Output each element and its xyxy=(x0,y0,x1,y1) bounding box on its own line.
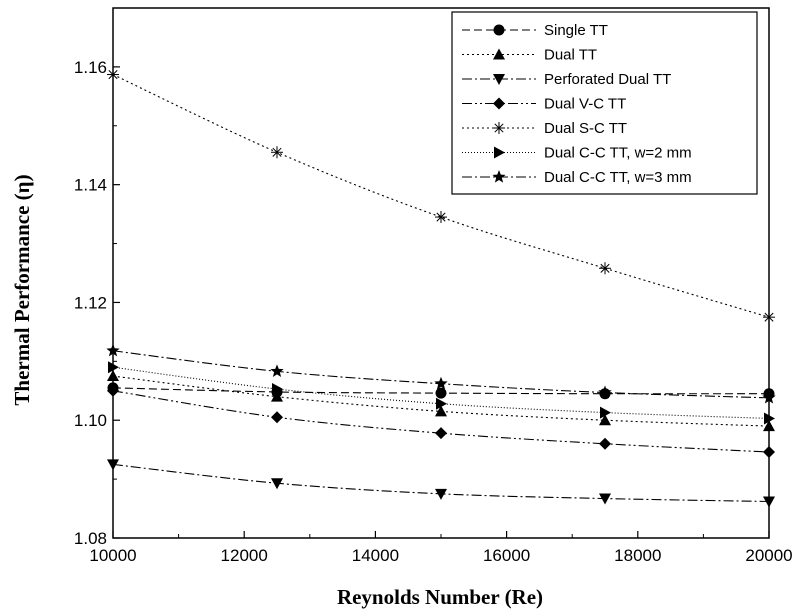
legend-item: Dual V-C TT xyxy=(462,96,626,113)
x-tick-label: 20000 xyxy=(745,546,792,565)
data-point xyxy=(763,311,775,324)
legend-marker xyxy=(493,74,505,85)
data-point xyxy=(763,446,775,459)
legend-item: Perforated Dual TT xyxy=(462,71,671,88)
series-5 xyxy=(107,68,775,324)
data-point xyxy=(764,412,775,425)
legend-label: Dual C-C TT, w=2 mm xyxy=(544,145,692,162)
legend-label: Perforated Dual TT xyxy=(544,71,671,88)
legend-item: Dual TT xyxy=(462,47,597,64)
x-axis: 10000 12000 14000 16000 18000 20000 xyxy=(89,531,793,565)
x-tick-label: 10000 xyxy=(89,546,136,565)
legend: Single TT Dual TT Perforated Dual TT Dual V… xyxy=(451,11,758,195)
series-line xyxy=(112,390,770,453)
y-tick-label: 1.08 xyxy=(74,529,107,548)
data-point xyxy=(108,361,119,374)
y-tick-label: 1.14 xyxy=(74,176,107,195)
data-point xyxy=(106,343,120,357)
y-tick-label: 1.12 xyxy=(74,293,107,312)
data-point xyxy=(763,420,775,432)
series-7 xyxy=(106,343,776,404)
data-point xyxy=(763,496,775,508)
legend-label: Dual V-C TT xyxy=(544,96,626,113)
y-axis: 1.08 1.10 1.12 1.14 1.16 xyxy=(74,7,120,548)
x-tick-label: 16000 xyxy=(483,546,530,565)
y-tick-label: 1.10 xyxy=(74,411,107,430)
data-point xyxy=(435,211,447,224)
legend-marker xyxy=(494,146,505,159)
data-point xyxy=(762,390,776,404)
legend-label: Dual C-C TT, w=3 mm xyxy=(544,169,692,186)
data-point xyxy=(271,411,283,424)
x-tick-label: 18000 xyxy=(614,546,661,565)
y-axis-title: Thermal Performance (η) xyxy=(10,174,34,405)
data-point xyxy=(107,459,119,471)
data-point xyxy=(271,478,283,490)
data-point xyxy=(599,493,611,505)
data-point xyxy=(599,262,611,275)
legend-item: Dual C-C TT, w=3 mm xyxy=(462,169,692,186)
asterisk-stroke xyxy=(436,212,446,222)
data-point xyxy=(435,387,447,399)
data-point xyxy=(598,385,612,399)
legend-marker xyxy=(493,97,505,110)
data-point xyxy=(271,390,283,402)
legend-item: Dual C-C TT, w=2 mm xyxy=(462,145,692,162)
asterisk-stroke xyxy=(108,69,118,80)
x-axis-title: Reynolds Number (Re) xyxy=(337,585,543,609)
series-line xyxy=(112,375,770,427)
data-point xyxy=(435,405,447,417)
data-point xyxy=(435,427,447,440)
asterisk-stroke xyxy=(272,147,282,157)
y-tick-label: 1.16 xyxy=(74,58,107,77)
series-4 xyxy=(107,384,775,459)
data-point xyxy=(107,370,119,382)
legend-marker xyxy=(493,48,505,60)
data-point xyxy=(270,364,284,378)
data-point xyxy=(436,397,447,410)
legend-item: Single TT xyxy=(462,22,608,39)
series-layer xyxy=(106,68,776,508)
data-point xyxy=(600,406,611,419)
legend-marker xyxy=(493,24,505,36)
data-point xyxy=(107,68,119,81)
legend-marker xyxy=(493,122,505,134)
legend-label: Dual S-C TT xyxy=(544,120,627,137)
legend-item: Dual S-C TT xyxy=(462,120,627,137)
data-point xyxy=(434,376,448,390)
x-tick-label: 14000 xyxy=(352,546,399,565)
data-point xyxy=(599,437,611,450)
asterisk-stroke xyxy=(600,263,610,273)
data-point xyxy=(272,383,283,396)
data-point xyxy=(271,146,283,159)
data-point xyxy=(435,488,447,500)
asterisk-stroke xyxy=(494,123,504,133)
series-2 xyxy=(107,370,775,432)
data-point xyxy=(599,414,611,426)
legend-marker xyxy=(492,170,506,183)
legend-label: Dual TT xyxy=(544,47,597,64)
data-point xyxy=(107,384,119,397)
series-6 xyxy=(108,361,775,425)
x-tick-label: 12000 xyxy=(221,546,268,565)
asterisk-stroke xyxy=(764,312,774,322)
legend-label: Single TT xyxy=(544,22,608,39)
series-3 xyxy=(107,459,775,508)
